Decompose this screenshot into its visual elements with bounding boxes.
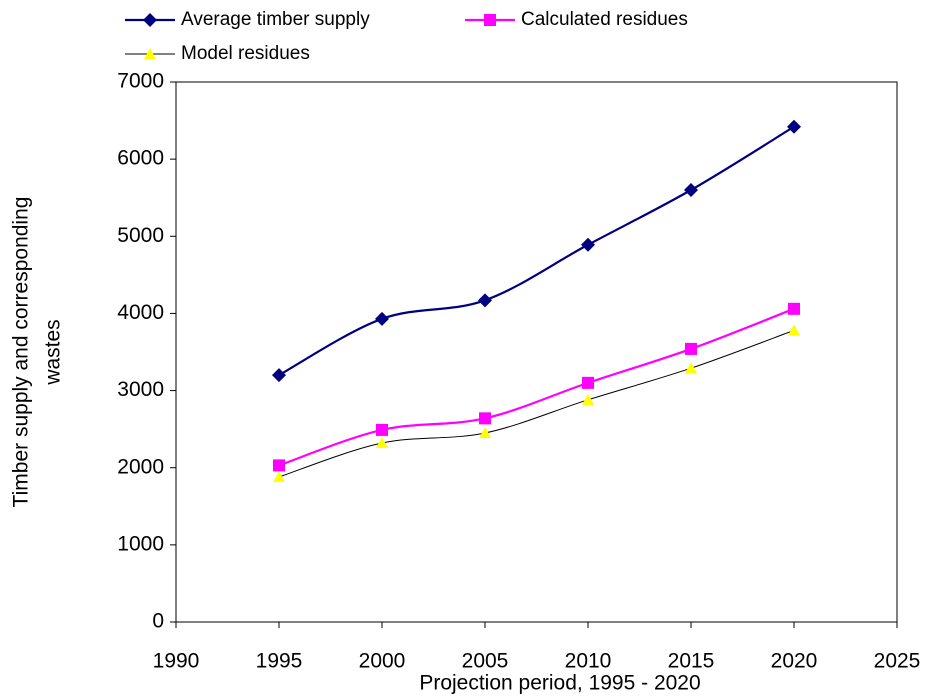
marker [788, 302, 800, 315]
x-tick-label: 2005 [462, 650, 509, 673]
y-axis-label: Timber supply and corresponding [10, 197, 33, 508]
marker [376, 437, 388, 449]
marker [582, 376, 594, 389]
legend-label: Model residues [181, 43, 310, 64]
y-tick-label: 0 [152, 610, 164, 633]
legend-marker [484, 14, 496, 26]
y-tick-label: 7000 [117, 70, 164, 93]
marker [787, 119, 801, 134]
series-line [278, 329, 795, 478]
legend: Average timber supply Calculated residues… [125, 9, 688, 64]
marker [479, 427, 491, 438]
y-tick-label: 3000 [117, 378, 164, 401]
marker [685, 342, 697, 355]
marker [684, 183, 698, 197]
marker [788, 324, 800, 336]
marker [375, 311, 389, 326]
x-tick-label: 2020 [771, 650, 818, 673]
marker [582, 393, 594, 405]
marker [376, 423, 388, 436]
x-tick-label: 2000 [359, 650, 406, 673]
x-tick-label: 1990 [153, 650, 200, 673]
y-tick-label: 1000 [117, 532, 164, 555]
series-line [278, 307, 795, 467]
marker [581, 237, 595, 252]
legend-label: Calculated residues [521, 9, 688, 30]
plot-area [175, 81, 898, 623]
marker [273, 470, 285, 482]
x-tick-label: 2015 [668, 650, 715, 673]
marker [685, 362, 697, 374]
legend-label: Average timber supply [181, 9, 370, 30]
marker [272, 368, 286, 383]
x-axis-label: Projection period, 1995 - 2020 [419, 672, 700, 695]
marker [273, 459, 285, 472]
x-tick-label: 1995 [256, 650, 303, 673]
y-tick-label: 4000 [117, 301, 164, 324]
legend-marker [143, 13, 157, 27]
y-axis-label: wastes [42, 319, 65, 385]
series-line [278, 125, 795, 377]
y-tick-label: 5000 [117, 224, 164, 247]
x-tick-label: 2025 [874, 650, 921, 673]
marker [478, 293, 492, 308]
marker [479, 412, 491, 425]
y-tick-label: 6000 [117, 147, 164, 170]
y-tick-label: 2000 [117, 455, 164, 478]
x-tick-label: 2010 [565, 650, 612, 673]
legend-marker [144, 48, 156, 59]
